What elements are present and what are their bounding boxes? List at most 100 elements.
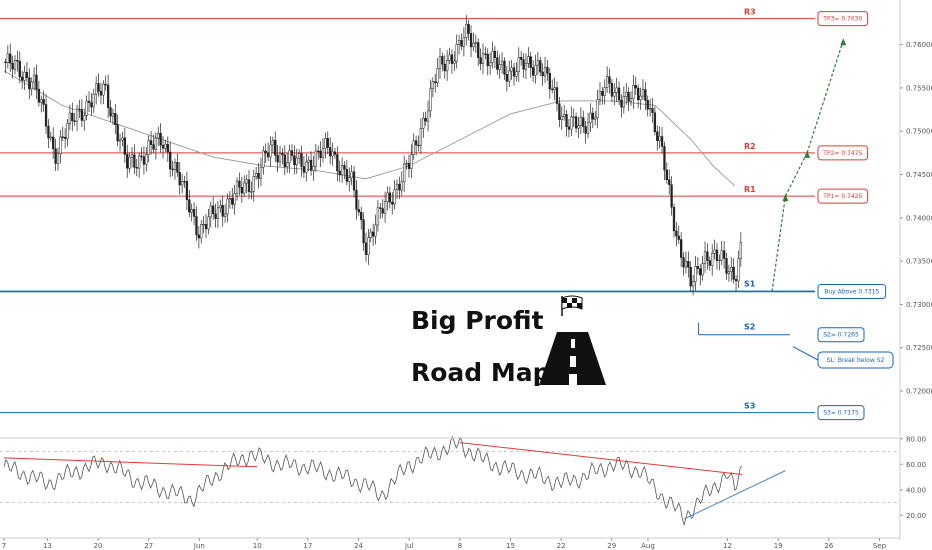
candle-body <box>457 40 461 45</box>
candle-body <box>675 230 678 237</box>
candle-body <box>601 90 604 96</box>
candle-body <box>219 205 222 209</box>
candle-body <box>176 162 179 173</box>
candle-body <box>529 56 532 68</box>
candle-body <box>572 116 575 118</box>
candle-body <box>579 117 583 126</box>
candle-body <box>333 151 337 155</box>
level-label-box-r3 <box>817 11 869 27</box>
candle-body <box>536 60 540 66</box>
candle-body <box>605 76 609 88</box>
candle-body <box>734 279 738 282</box>
projection-arrowhead <box>782 194 789 202</box>
candle-body <box>737 258 740 282</box>
candle-body <box>689 266 692 287</box>
candle-body <box>469 33 473 48</box>
time-tick-label: 27 <box>144 542 153 550</box>
candle-body <box>157 132 160 139</box>
candle-body <box>598 90 602 100</box>
stop-loss-leader <box>792 346 819 361</box>
candle-body <box>708 260 711 266</box>
rsi-tick-label: 80.00 <box>906 435 926 443</box>
candle-body <box>138 155 141 169</box>
candle-body <box>617 87 621 101</box>
candle-body <box>498 64 501 70</box>
candle-body <box>147 140 150 155</box>
candle-body <box>59 136 62 154</box>
candle-body <box>286 162 289 167</box>
candle-body <box>16 60 19 62</box>
candle-body <box>551 88 554 91</box>
candle-body <box>632 85 635 99</box>
candle-body <box>711 253 714 266</box>
road-icon <box>539 332 606 385</box>
time-tick-label: 8 <box>458 542 462 550</box>
candle-body <box>295 157 298 166</box>
candle-body <box>338 170 341 176</box>
candle-body <box>274 139 277 156</box>
candle-body <box>691 281 695 287</box>
candle-body <box>266 152 270 158</box>
candle-body <box>500 60 504 65</box>
candle-body <box>271 139 275 146</box>
candle-body <box>548 72 551 90</box>
candle-body <box>331 151 334 157</box>
candle-body <box>240 186 243 194</box>
candle-body <box>393 189 396 205</box>
candle-body <box>18 61 21 78</box>
candle-body <box>302 166 306 173</box>
candle-body <box>715 249 719 262</box>
candle-body <box>467 23 470 34</box>
candle-body <box>570 116 573 130</box>
level-name-r3: R3 <box>744 8 756 17</box>
stop-loss-label: SL: Break below S2 <box>827 357 885 364</box>
candle-body <box>178 172 181 186</box>
time-tick-label: 22 <box>557 542 566 550</box>
candle-body <box>173 162 177 170</box>
candle-body <box>245 179 248 184</box>
candle-body <box>40 99 43 103</box>
time-tick-label: 15 <box>506 542 515 550</box>
candle-body <box>603 87 606 96</box>
candle-body <box>699 268 702 276</box>
candle-body <box>584 126 587 134</box>
candle-body <box>152 144 155 150</box>
candle-body <box>694 266 697 282</box>
candle-body <box>398 183 401 191</box>
candle-body <box>474 42 477 44</box>
candle-body <box>312 165 315 171</box>
candle-body <box>343 165 346 170</box>
candle-body <box>233 193 236 205</box>
candle-body <box>128 157 131 169</box>
candle-body <box>436 68 439 84</box>
candle-body <box>154 137 158 150</box>
candle-body <box>637 87 640 101</box>
level-name-r1: R1 <box>744 185 756 194</box>
projection-arrow <box>784 152 808 197</box>
candle-body <box>340 165 344 176</box>
candle-body <box>355 189 358 210</box>
candle-body <box>477 42 480 58</box>
candle-body <box>555 87 559 104</box>
candle-body <box>278 153 282 163</box>
candle-body <box>305 161 308 173</box>
candle-body <box>627 92 630 102</box>
candle-body <box>329 147 332 157</box>
rsi-trendline-resistance <box>3 457 258 468</box>
candle-body <box>648 108 652 110</box>
candle-body <box>326 138 329 148</box>
candle-body <box>92 93 95 108</box>
candle-body <box>54 148 57 164</box>
candle-body <box>625 92 628 97</box>
candle-body <box>133 154 136 168</box>
candle-body <box>496 57 499 70</box>
candle-body <box>424 118 427 122</box>
candle-body <box>228 198 232 200</box>
candle-body <box>47 125 50 139</box>
candle-body <box>300 153 303 167</box>
candle-body <box>121 137 124 141</box>
candle-body <box>118 139 122 142</box>
candle-body <box>243 182 246 194</box>
